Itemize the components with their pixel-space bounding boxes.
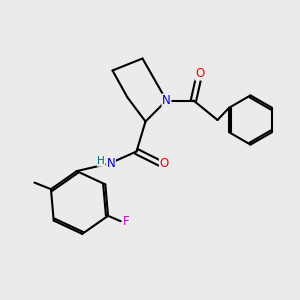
Text: F: F bbox=[123, 215, 129, 228]
Text: N: N bbox=[106, 157, 116, 170]
Text: O: O bbox=[160, 157, 169, 170]
Text: H: H bbox=[97, 156, 105, 166]
Text: O: O bbox=[195, 67, 204, 80]
Text: N: N bbox=[162, 94, 171, 107]
